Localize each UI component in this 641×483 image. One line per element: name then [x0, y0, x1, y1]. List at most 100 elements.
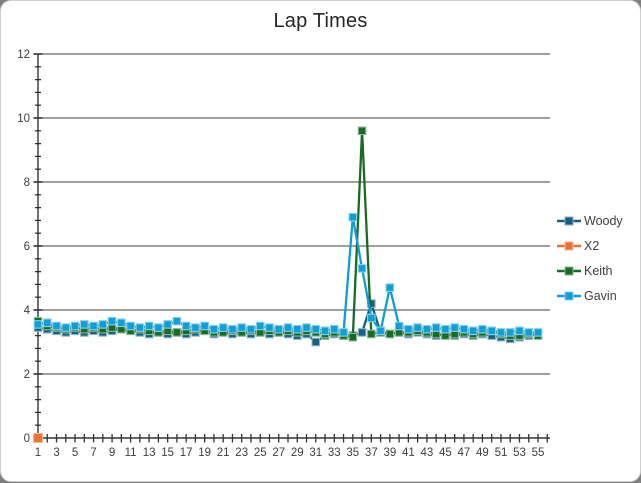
series-gavin	[33, 212, 543, 337]
x-tick-label: 21	[217, 447, 230, 459]
series-marker	[33, 320, 43, 329]
series-marker	[218, 323, 228, 332]
x-tick-label: 41	[402, 447, 415, 459]
x-tick-label: 19	[198, 447, 211, 459]
series-marker	[311, 337, 321, 347]
x-tick-label: 43	[420, 447, 433, 459]
series-marker	[357, 264, 367, 273]
series-marker	[515, 326, 524, 336]
series-marker	[89, 321, 98, 331]
y-tick-label: 12	[17, 49, 30, 61]
series-marker	[52, 321, 61, 331]
series-marker	[107, 316, 117, 326]
series-marker	[144, 321, 154, 331]
x-tick-label: 17	[180, 447, 193, 459]
series-marker	[181, 321, 191, 331]
series-line	[37, 216, 538, 334]
series-marker	[79, 320, 89, 329]
series-keith	[33, 126, 543, 342]
series-marker	[274, 324, 284, 334]
series-marker	[459, 324, 469, 334]
chart-title: Lap Times	[273, 10, 368, 32]
x-tick-label: 5	[72, 447, 78, 459]
legend-item-woody[interactable]: Woody	[557, 212, 623, 230]
series-marker	[246, 324, 256, 334]
x-tick-label: 45	[439, 447, 452, 459]
series-marker	[385, 283, 395, 292]
series-marker	[533, 328, 543, 337]
series-marker	[431, 323, 441, 332]
x-tick-label: 27	[272, 447, 285, 459]
x-tick-label: 7	[90, 447, 96, 459]
legend-marker-icon	[557, 266, 581, 276]
x-tick-label: 25	[254, 447, 267, 459]
legend-marker-icon	[557, 291, 581, 301]
x-tick-label: 33	[328, 447, 341, 459]
series-marker	[441, 324, 450, 334]
x-tick-label: 3	[53, 447, 59, 459]
series-line	[37, 129, 539, 339]
series-marker	[237, 323, 247, 332]
series-marker	[98, 320, 108, 329]
series-marker	[283, 323, 293, 332]
legend-marker-icon	[557, 241, 581, 251]
series-marker	[357, 126, 367, 136]
x-tick-label: 49	[476, 447, 489, 459]
y-tick-label: 4	[24, 305, 31, 317]
series-marker	[404, 324, 413, 334]
series-marker	[320, 326, 330, 336]
legend-label: Gavin	[584, 289, 617, 303]
y-tick-label: 6	[24, 241, 30, 253]
series-marker	[311, 324, 321, 334]
legend-label: X2	[584, 239, 600, 253]
series-marker	[191, 323, 200, 332]
series-marker	[505, 328, 515, 337]
series-marker	[524, 328, 534, 337]
x-tick-label: 9	[109, 447, 115, 459]
legend-item-gavin[interactable]: Gavin	[557, 287, 623, 305]
series-marker	[329, 324, 339, 334]
series-marker	[292, 324, 302, 334]
legend-marker-icon	[557, 216, 581, 226]
x-tick-label: 31	[309, 447, 322, 459]
series-marker	[367, 313, 376, 323]
series-marker	[172, 316, 182, 326]
series-x2	[32, 432, 44, 444]
series-marker	[61, 323, 71, 332]
legend: Woody X2 Keith Gavin	[557, 212, 623, 305]
series-marker	[348, 332, 358, 342]
x-tick-label: 15	[161, 447, 174, 459]
series-marker	[70, 321, 80, 331]
legend-item-x2[interactable]: X2	[557, 237, 623, 255]
series-marker	[154, 323, 163, 332]
series-marker	[422, 324, 432, 334]
y-tick-label: 8	[24, 177, 30, 189]
series-marker	[163, 320, 172, 329]
series-marker	[487, 326, 497, 336]
series-marker	[200, 321, 209, 331]
series-marker	[376, 326, 385, 336]
gridlines	[38, 53, 550, 375]
series-marker	[209, 324, 219, 334]
x-tick-label: 37	[365, 447, 378, 459]
series-marker	[32, 432, 44, 444]
y-tick-label: 10	[17, 113, 30, 125]
series-marker	[348, 212, 358, 222]
series-marker	[496, 328, 506, 337]
series-marker	[468, 326, 478, 336]
x-tick-label: 29	[291, 447, 304, 459]
legend-label: Woody	[584, 214, 623, 228]
x-tick-label: 1	[35, 447, 41, 459]
series-marker	[385, 329, 395, 339]
legend-label: Keith	[584, 264, 613, 278]
series-marker	[394, 321, 404, 331]
series-marker	[450, 323, 459, 332]
series-marker	[367, 329, 376, 339]
series-marker	[126, 321, 135, 331]
series-marker	[478, 324, 487, 334]
x-tick-label: 35	[346, 447, 359, 459]
legend-item-keith[interactable]: Keith	[557, 262, 623, 280]
